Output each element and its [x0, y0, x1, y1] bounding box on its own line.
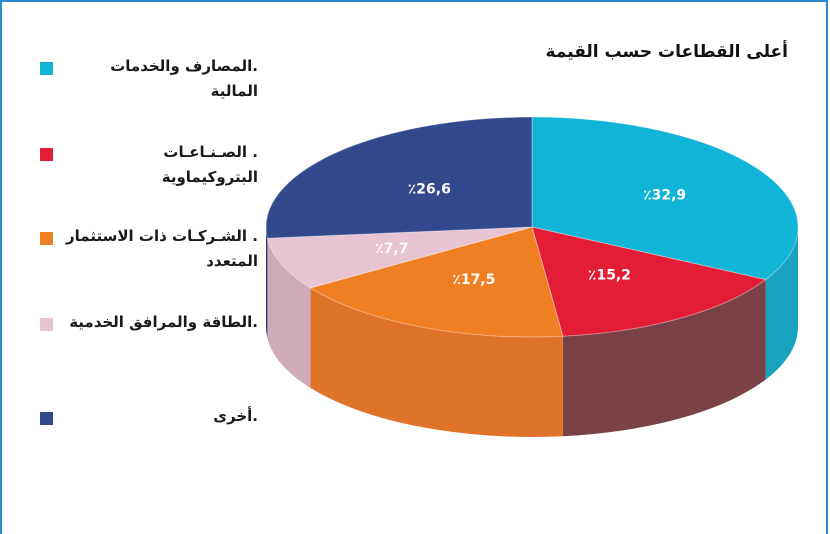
slice-label-4: ٪26,6	[408, 182, 451, 198]
pie-side-0	[765, 227, 798, 380]
pie-labels: ٪32,9 ٪15,2 ٪17,5 ٪7,7 ٪26,6	[375, 182, 686, 288]
slice-label-3: ٪7,7	[375, 241, 408, 257]
pie-slice-0	[531, 116, 799, 281]
pie-sides	[266, 227, 798, 438]
slice-label-2: ٪17,5	[452, 272, 495, 288]
legend-item-multi-investment: . الشـركـات ذات الاستثمار المتعدد	[40, 220, 258, 280]
pie-side-1	[562, 279, 766, 437]
pie-slice-1	[531, 226, 767, 337]
legend-item-banking: .المصارف والخدمات المالية	[40, 50, 258, 110]
legend-item-petrochemicals: . الصـنـاعـات البتروكيماوية	[40, 136, 258, 196]
legend-label-energy-utilities: .الطاقة والمرافق الخدمية	[69, 313, 258, 331]
pie-side-3	[267, 238, 311, 388]
pie-slice-2	[309, 226, 564, 338]
legend-swatch-multi-investment	[40, 232, 53, 245]
chart-title: أعلى القطاعات حسب القيمة	[545, 42, 788, 62]
legend-label-banking: .المصارف والخدمات المالية	[110, 57, 258, 100]
pie-side-2	[310, 287, 563, 438]
legend-item-other: .أخرى	[40, 400, 258, 460]
legend-swatch-other	[40, 412, 53, 425]
legend-swatch-banking	[40, 62, 53, 75]
slice-label-1: ٪15,2	[588, 267, 631, 283]
legend-label-petrochemicals: . الصـنـاعـات البتروكيماوية	[161, 143, 258, 186]
pie-side-4	[266, 227, 268, 339]
legend-item-energy-utilities: .الطاقة والمرافق الخدمية	[40, 306, 258, 366]
legend-swatch-petrochemicals	[40, 148, 53, 161]
slice-label-0: ٪32,9	[643, 187, 686, 203]
legend-label-other: .أخرى	[213, 407, 258, 425]
legend-label-multi-investment: . الشـركـات ذات الاستثمار المتعدد	[66, 227, 258, 270]
pie-top	[265, 116, 799, 338]
pie-slice-4	[265, 116, 533, 239]
legend-swatch-energy-utilities	[40, 318, 53, 331]
pie-slice-3	[266, 226, 533, 289]
